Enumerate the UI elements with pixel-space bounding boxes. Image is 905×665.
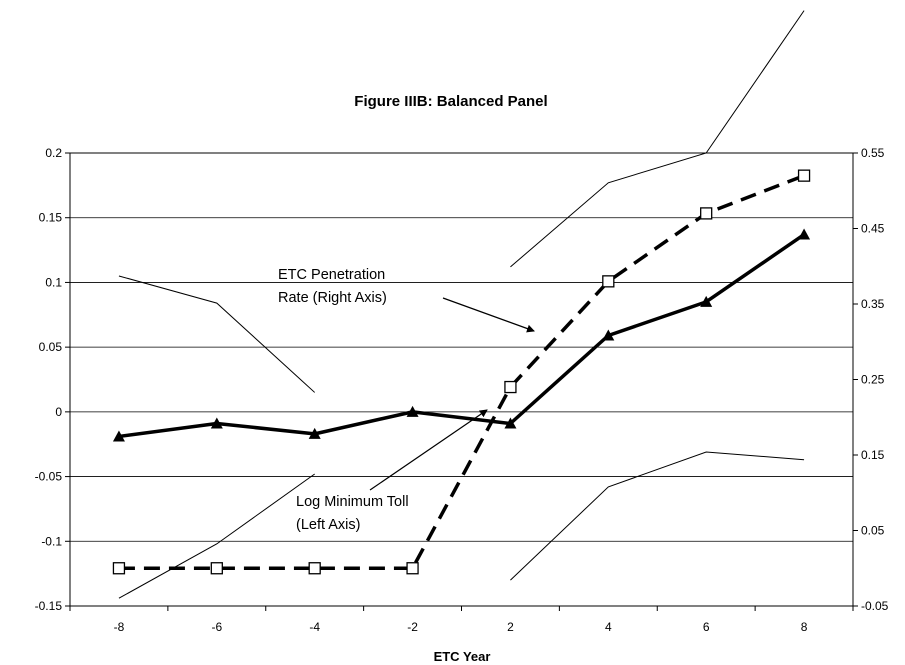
triangle-marker: [112, 430, 125, 442]
left-tick-label: 0.1: [45, 275, 62, 289]
series-line: [118, 174, 805, 570]
ci-line-segment: [510, 10, 805, 268]
annotation-toll-line-2: (Left Axis): [296, 517, 360, 533]
x-tick-label: 8: [801, 620, 808, 634]
annotation-toll-arrow: [369, 409, 488, 491]
ci-line-segment: [118, 473, 315, 599]
plot-area-frame: [69, 152, 854, 607]
triangle-marker: [798, 228, 811, 240]
x-tick-label: 2: [507, 620, 514, 634]
chart-title: Figure IIIB: Balanced Panel: [354, 93, 547, 110]
x-tick-label: 6: [703, 620, 710, 634]
x-tick-label: -2: [407, 620, 418, 634]
left-tick-label: -0.1: [41, 534, 62, 548]
square-marker: [210, 562, 223, 575]
ci-line-segment: [510, 451, 805, 581]
series-ci-upper-left: [118, 10, 805, 393]
square-marker: [406, 562, 419, 575]
right-tick-label: -0.05: [861, 599, 889, 613]
square-marker: [504, 380, 517, 394]
left-tick-label: -0.15: [35, 599, 63, 613]
annotation-etc-line-2: Rate (Right Axis): [278, 290, 387, 306]
left-tick-label: 0.2: [45, 146, 62, 160]
square-marker: [700, 207, 713, 220]
square-marker: [797, 169, 811, 182]
x-axis-title: ETC Year: [434, 649, 491, 664]
right-tick-label: 0.35: [861, 297, 885, 311]
left-tick-label: 0.15: [39, 211, 63, 225]
annotation-etc-arrow: [442, 297, 535, 333]
annotation-log-min-toll: Log Minimum Toll (Left Axis): [296, 409, 488, 533]
right-tick-label: 0.15: [861, 448, 885, 462]
series-log-minimum-toll-left-axis: [112, 228, 811, 442]
triangle-marker: [700, 295, 713, 307]
triangle-marker: [602, 329, 615, 341]
gridlines: [70, 217, 853, 542]
triangle-marker: [308, 427, 321, 439]
annotation-etc-penetration: ETC Penetration Rate (Right Axis): [278, 267, 535, 333]
series-line: [118, 233, 806, 439]
series-layer: [112, 10, 811, 599]
triangle-marker: [210, 417, 223, 429]
triangle-marker: [406, 405, 419, 417]
right-tick-label: 0.55: [861, 146, 885, 160]
series-ci-lower-left: [118, 451, 805, 599]
right-tick-label: 0.25: [861, 373, 885, 387]
right-axis-tick-labels: 0.55 0.45 0.35 0.25 0.15 0.05 -0.05: [853, 146, 889, 613]
square-marker: [112, 562, 126, 575]
annotation-etc-line-1: ETC Penetration: [278, 267, 385, 283]
left-tick-label: -0.05: [35, 470, 63, 484]
left-axis-tick-labels: 0.2 0.15 0.1 0.05 0 -0.05 -0.1 -0.15: [35, 146, 70, 613]
x-tick-label: -6: [211, 620, 222, 634]
ci-line-segment: [118, 275, 316, 393]
left-tick-label: 0.05: [39, 340, 63, 354]
left-tick-label: 0: [55, 405, 62, 419]
square-marker: [308, 562, 321, 575]
right-tick-label: 0.05: [861, 524, 885, 538]
x-tick-label: -4: [309, 620, 320, 634]
triangle-marker: [504, 417, 517, 429]
annotation-toll-line-1: Log Minimum Toll: [296, 494, 409, 510]
series-etc-penetration-rate-right-axis: [112, 169, 811, 575]
square-marker: [602, 275, 615, 288]
x-tick-label: 4: [605, 620, 612, 634]
x-axis-tick-labels: -8 -6 -4 -2 2 4 6 8: [69, 606, 854, 634]
right-tick-label: 0.45: [861, 222, 885, 236]
x-tick-label: -8: [114, 620, 125, 634]
